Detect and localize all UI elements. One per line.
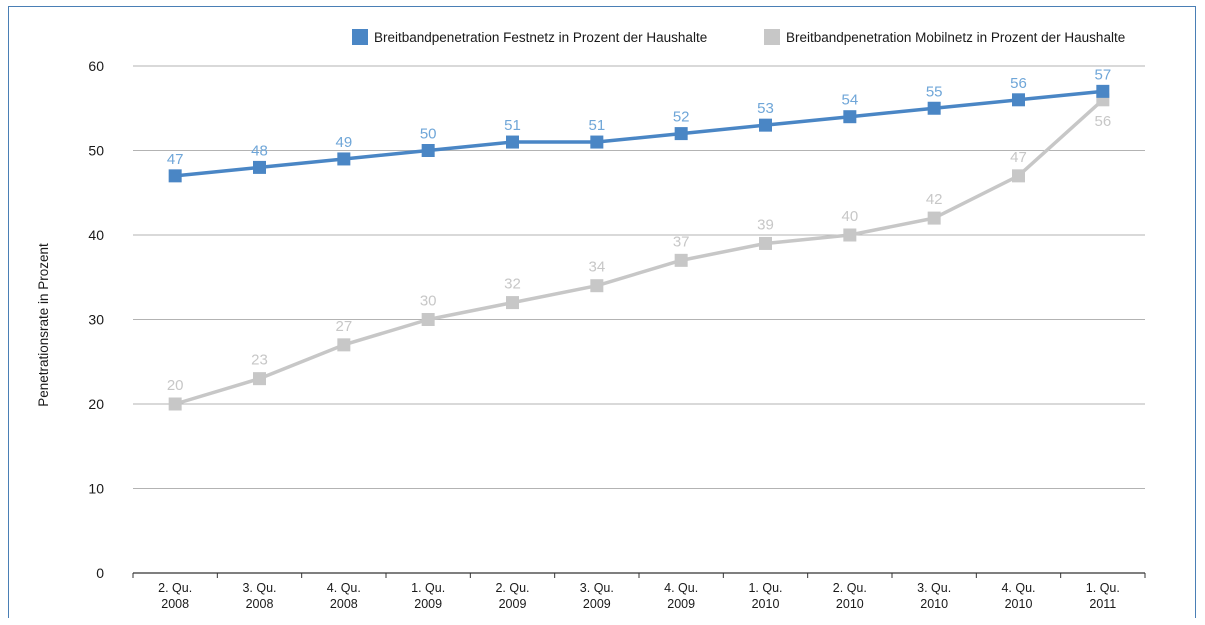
legend-label: Breitbandpenetration Mobilnetz in Prozen… bbox=[786, 30, 1125, 45]
x-tick-label: 4. Qu. bbox=[327, 581, 361, 595]
x-tick-label: 2008 bbox=[330, 597, 358, 611]
legend-swatch bbox=[764, 29, 780, 45]
data-point bbox=[927, 211, 941, 225]
data-label: 54 bbox=[841, 92, 858, 109]
data-label: 52 bbox=[673, 109, 690, 126]
data-point bbox=[421, 144, 435, 157]
data-label: 51 bbox=[504, 117, 521, 134]
data-label: 27 bbox=[335, 318, 352, 335]
data-label: 47 bbox=[1010, 149, 1027, 166]
x-tick-label: 2010 bbox=[752, 597, 780, 611]
data-point bbox=[759, 118, 772, 132]
x-tick-label: 3. Qu. bbox=[242, 581, 276, 595]
x-tick-label: 2. Qu. bbox=[495, 581, 529, 595]
data-label: 37 bbox=[673, 233, 690, 250]
data-label: 56 bbox=[1010, 75, 1027, 92]
data-point bbox=[674, 253, 688, 267]
data-label: 40 bbox=[841, 208, 858, 225]
x-axis: 2. Qu. 2008 3. Qu. 2008 4. Qu. 2008 1. Qu. 2009… bbox=[132, 573, 1146, 611]
x-tick-label: 2009 bbox=[414, 597, 442, 611]
data-point bbox=[1096, 84, 1110, 98]
y-tick-label: 20 bbox=[88, 396, 104, 412]
x-tick-label: 2008 bbox=[161, 597, 189, 611]
x-tick-label: 2010 bbox=[920, 597, 948, 611]
data-point bbox=[759, 236, 772, 250]
y-tick-label: 0 bbox=[96, 565, 104, 581]
x-tick-label: 2010 bbox=[1005, 597, 1033, 611]
data-point bbox=[506, 296, 519, 310]
y-tick-label: 60 bbox=[88, 58, 104, 74]
y-tick-label: 10 bbox=[88, 481, 104, 497]
data-point bbox=[843, 228, 857, 242]
data-label: 32 bbox=[504, 276, 521, 293]
legend: Breitbandpenetration Festnetz in Prozent… bbox=[352, 29, 1125, 45]
data-point bbox=[674, 127, 688, 141]
data-label: 48 bbox=[251, 142, 268, 159]
y-tick-label: 30 bbox=[88, 312, 104, 328]
y-tick-label: 50 bbox=[88, 143, 104, 159]
data-point bbox=[927, 101, 941, 115]
data-label: 53 bbox=[757, 100, 774, 117]
data-label: 42 bbox=[926, 191, 943, 208]
data-label: 47 bbox=[167, 151, 184, 168]
data-label: 57 bbox=[1094, 66, 1111, 83]
x-tick-label: 2009 bbox=[583, 597, 611, 611]
data-point bbox=[253, 372, 266, 386]
data-label: 51 bbox=[588, 117, 605, 134]
x-tick-label: 1. Qu. bbox=[411, 581, 445, 595]
series-festnetz: 47 48 49 50 51 51 52 53 54 55 56 57 bbox=[167, 66, 1111, 183]
series-mobilnetz: 20 23 27 30 32 34 37 39 40 42 47 56 bbox=[167, 93, 1111, 411]
data-point bbox=[168, 169, 182, 183]
data-label: 55 bbox=[926, 83, 943, 100]
x-tick-label: 2009 bbox=[499, 597, 527, 611]
x-tick-label: 1. Qu. bbox=[1086, 581, 1120, 595]
data-label: 39 bbox=[757, 216, 774, 233]
x-tick-label: 1. Qu. bbox=[748, 581, 782, 595]
chart-frame bbox=[8, 6, 1196, 618]
series-line bbox=[174, 98, 1105, 406]
x-tick-label: 2. Qu. bbox=[833, 581, 867, 595]
gridlines bbox=[133, 65, 1145, 574]
data-label: 23 bbox=[251, 352, 268, 369]
x-tick-label: 2008 bbox=[246, 597, 274, 611]
data-point bbox=[168, 397, 182, 411]
data-point bbox=[590, 135, 604, 149]
series-line bbox=[174, 89, 1104, 178]
data-label: 50 bbox=[420, 126, 437, 143]
series-group: 20 23 27 30 32 34 37 39 40 42 47 56 47 48 49 50 51 51 52 53… bbox=[167, 66, 1111, 411]
data-label: 56 bbox=[1094, 113, 1111, 130]
data-point bbox=[337, 338, 351, 352]
data-point bbox=[253, 160, 266, 174]
x-tick-label: 2. Qu. bbox=[158, 581, 192, 595]
legend-label: Breitbandpenetration Festnetz in Prozent… bbox=[374, 30, 707, 45]
legend-item: Breitbandpenetration Festnetz in Prozent… bbox=[352, 29, 707, 45]
data-point bbox=[506, 135, 519, 149]
x-tick-label: 3. Qu. bbox=[580, 581, 614, 595]
y-axis-ticks: 0 10 20 30 40 50 60 bbox=[88, 58, 104, 581]
x-tick-label: 2011 bbox=[1089, 597, 1116, 611]
x-tick-label: 3. Qu. bbox=[917, 581, 951, 595]
data-point bbox=[421, 313, 435, 326]
legend-item: Breitbandpenetration Mobilnetz in Prozen… bbox=[764, 29, 1125, 45]
data-point bbox=[1012, 169, 1025, 183]
data-label: 49 bbox=[335, 134, 352, 151]
data-point bbox=[843, 110, 857, 124]
x-tick-label: 4. Qu. bbox=[1001, 581, 1035, 595]
y-tick-label: 40 bbox=[88, 227, 104, 243]
x-tick-label: 4. Qu. bbox=[664, 581, 698, 595]
data-point bbox=[1012, 93, 1025, 107]
data-label: 34 bbox=[588, 259, 605, 276]
data-point bbox=[590, 279, 604, 293]
data-point bbox=[337, 152, 351, 166]
x-tick-label: 2009 bbox=[667, 597, 695, 611]
x-tick-label: 2010 bbox=[836, 597, 864, 611]
legend-swatch bbox=[352, 29, 368, 45]
data-label: 20 bbox=[167, 377, 184, 394]
y-axis-label: Penetrationsrate in Prozent bbox=[36, 243, 51, 407]
data-label: 30 bbox=[420, 293, 437, 310]
